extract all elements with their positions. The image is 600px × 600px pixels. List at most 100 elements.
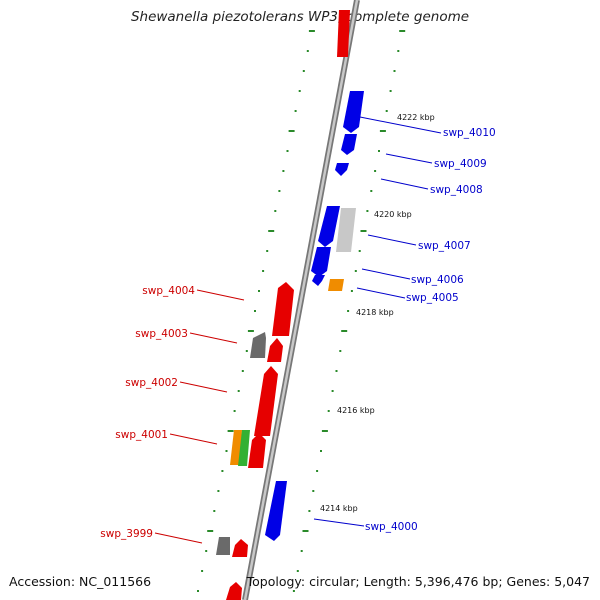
guide-dot <box>282 170 285 172</box>
gene-label[interactable]: swp_4007 <box>418 240 471 252</box>
guide-dot <box>366 210 369 212</box>
accession-text: Accession: NC_011566 <box>9 574 152 589</box>
guide-dot <box>217 490 220 492</box>
guide-dot <box>241 370 244 372</box>
guide-dot <box>360 230 367 232</box>
guide-dot <box>385 110 388 112</box>
guide-dot <box>288 130 295 132</box>
guide-dot <box>341 330 348 332</box>
guide-dot <box>292 590 295 592</box>
guide-dot <box>308 30 315 32</box>
guide-dot <box>331 390 334 392</box>
guide-dot <box>312 490 315 492</box>
forward-strand-genes <box>216 10 350 600</box>
guide-dot <box>205 550 208 552</box>
tick-label: 4222 kbp <box>397 113 435 122</box>
guide-dot <box>327 410 330 412</box>
guide-dot <box>379 130 386 132</box>
guide-dot <box>302 530 309 532</box>
guide-dot <box>321 430 328 432</box>
guide-dot <box>397 50 400 52</box>
guide-dot <box>294 110 297 112</box>
gene-label[interactable]: swp_4001 <box>115 429 168 441</box>
coordinate-ticks: 4222 kbp 4220 kbp 4218 kbp 4216 kbp 4214… <box>320 113 435 513</box>
gene-arrow[interactable] <box>312 275 325 286</box>
guide-dot <box>278 190 281 192</box>
guide-dot <box>201 570 204 572</box>
guide-dot <box>225 450 228 452</box>
gene-arrow[interactable] <box>230 430 242 465</box>
guide-dot <box>399 30 406 32</box>
topology-text: Topology: circular; Length: 5,396,476 bp… <box>246 574 590 589</box>
map-title: Shewanella piezotolerans WP3, complete g… <box>130 9 470 25</box>
gene-label[interactable]: swp_4006 <box>411 274 464 286</box>
gene-label[interactable]: swp_4002 <box>125 377 178 389</box>
guide-dot <box>233 410 236 412</box>
gene-label[interactable]: swp_4005 <box>406 292 459 304</box>
guide-dot <box>339 350 342 352</box>
guide-dot <box>262 270 265 272</box>
guide-dot <box>316 470 319 472</box>
tick-label: 4214 kbp <box>320 504 358 513</box>
guide-dot <box>378 150 380 152</box>
tick-label: 4220 kbp <box>374 210 412 219</box>
gene-arrow[interactable] <box>343 91 364 133</box>
gene-arrow[interactable] <box>265 481 287 541</box>
gene-arrow[interactable] <box>254 366 278 436</box>
gene-arrow[interactable] <box>216 537 230 555</box>
guide-dot <box>286 150 289 152</box>
gene-arrow[interactable] <box>336 208 356 252</box>
gene-label[interactable]: swp_4004 <box>142 285 195 297</box>
guide-dot <box>227 430 234 432</box>
gene-label[interactable]: swp_4008 <box>430 184 483 196</box>
gene-arrow[interactable] <box>226 582 242 600</box>
gene-arrow[interactable] <box>250 332 266 358</box>
gene-arrow[interactable] <box>337 10 350 57</box>
gene-arrow[interactable] <box>232 539 248 557</box>
guide-dot <box>247 330 254 332</box>
gene-arrow[interactable] <box>267 338 283 362</box>
gene-label[interactable]: swp_4000 <box>365 521 418 533</box>
guide-dot <box>296 570 299 572</box>
backbone <box>242 0 360 600</box>
guide-dot <box>374 170 377 172</box>
gene-arrow[interactable] <box>272 282 294 336</box>
guide-dot <box>221 470 224 472</box>
guide-dot <box>258 290 260 292</box>
gene-arrow[interactable] <box>318 206 340 247</box>
guide-dot <box>320 450 322 452</box>
guide-dot <box>298 90 301 92</box>
guide-dot <box>350 290 353 292</box>
gene-arrow[interactable] <box>328 279 344 291</box>
gene-arrow[interactable] <box>238 430 250 466</box>
tick-label: 4218 kbp <box>356 308 394 317</box>
guide-dot <box>389 90 392 92</box>
guide-dot <box>268 230 275 232</box>
guide-dot <box>266 250 269 252</box>
gene-arrow[interactable] <box>248 433 266 468</box>
guide-dot <box>335 370 338 372</box>
guide-dot <box>274 210 277 212</box>
guide-dot <box>207 530 214 532</box>
gene-arrow[interactable] <box>335 163 349 176</box>
guide-dot <box>308 510 311 512</box>
guide-dots <box>197 30 406 592</box>
gene-label[interactable]: swp_4009 <box>434 158 487 170</box>
guide-dot <box>213 510 216 512</box>
gene-arrow[interactable] <box>311 247 331 277</box>
guide-dot <box>306 50 309 52</box>
guide-dot <box>300 550 303 552</box>
gene-label[interactable]: swp_4003 <box>135 328 188 340</box>
gene-label[interactable]: swp_3999 <box>100 528 153 540</box>
guide-dot <box>245 350 248 352</box>
reverse-gene-labels <box>313 116 442 527</box>
guide-dot <box>302 70 305 72</box>
guide-dot <box>370 190 373 192</box>
gene-arrow[interactable] <box>341 134 357 155</box>
guide-dot <box>347 310 350 312</box>
guide-dot <box>393 70 396 72</box>
forward-gene-labels <box>154 289 245 544</box>
gene-label[interactable]: swp_4010 <box>443 127 496 139</box>
